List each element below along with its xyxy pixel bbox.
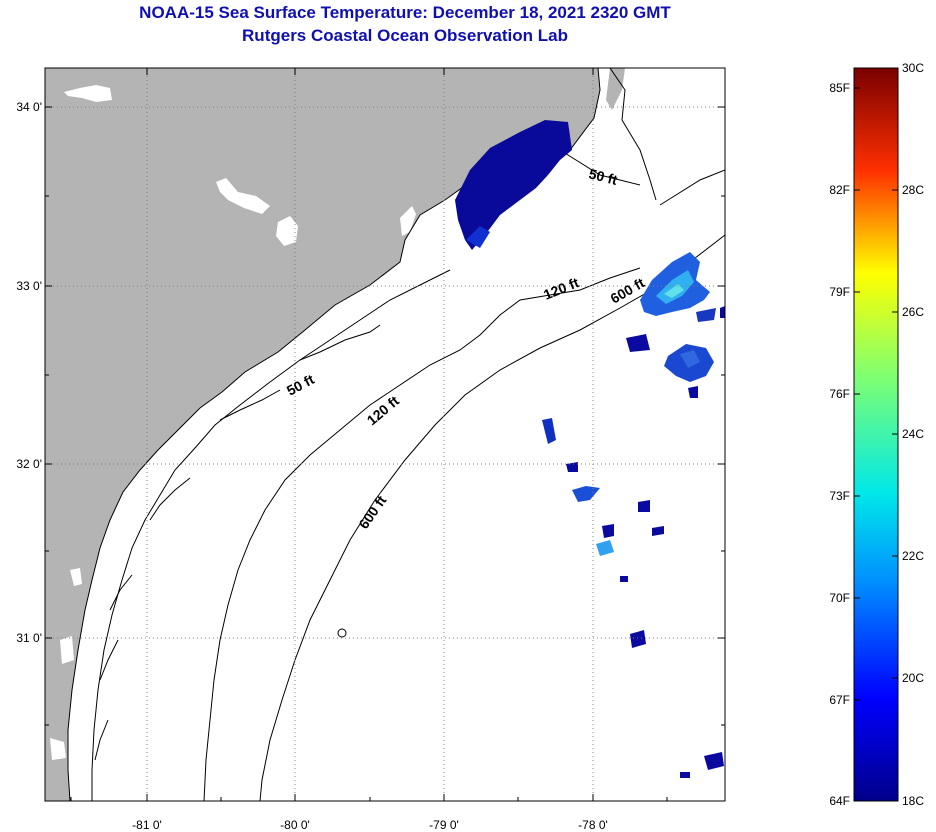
contour-600ft-north [659,169,725,206]
colorbar-c-28: 28C [902,183,924,197]
colorbar-c-18: 18C [902,794,924,808]
lon-label-80: -80 0' [280,818,310,832]
map-subtitle: Rutgers Coastal Ocean Observation Lab [242,26,568,45]
colorbar-ticks [854,87,898,701]
lat-label-33: 33 0' [16,279,42,293]
lake [400,206,416,236]
lon-label-81: -81 0' [132,818,162,832]
colorbar-f-73: 73F [829,489,850,503]
sst-data [455,120,725,778]
colorbar: 85F 82F 79F 76F 73F 70F 67F 64F 30C 28C … [829,61,924,808]
lake [70,568,82,586]
colorbar-f-67: 67F [829,693,850,707]
contour-50ft [91,269,451,801]
lon-label-79: -79 0' [429,818,459,832]
lake [60,636,74,664]
sst-cold-patch [455,120,572,250]
contour-600ft [259,234,725,801]
colorbar-f-79: 79F [829,285,850,299]
contour-120ft [203,267,641,801]
colorbar-f-76: 76F [829,387,850,401]
graticule [45,68,725,801]
colorbar-c-24: 24C [902,427,924,441]
land [45,68,600,801]
land-fragment [606,68,625,110]
map-title: NOAA-15 Sea Surface Temperature: Decembe… [139,3,671,22]
map-frame [44,67,726,802]
lake [64,85,112,102]
colorbar-f-64: 64F [829,794,850,808]
map-area [45,68,725,801]
lake [50,738,66,760]
contour-label-50ft-north: 50 ft [587,165,619,188]
colorbar-c-22: 22C [902,549,924,563]
lon-label-78: -78 0' [578,818,608,832]
colorbar-f-82: 82F [829,183,850,197]
colorbar-c-30: 30C [902,61,924,75]
lake [216,178,270,214]
colorbar-c-26: 26C [902,305,924,319]
lat-label-31: 31 0' [16,631,42,645]
colorbar-c-20: 20C [902,671,924,685]
lake [276,216,298,246]
colorbar-f-70: 70F [829,591,850,605]
lat-label-32: 32 0' [16,457,42,471]
contour-600ft-ring [337,628,347,638]
colorbar-gradient [853,67,899,802]
tick-marks [45,68,725,801]
lat-label-34: 34 0' [16,100,42,114]
barrier-islands [94,68,657,761]
colorbar-f-85: 85F [829,81,850,95]
